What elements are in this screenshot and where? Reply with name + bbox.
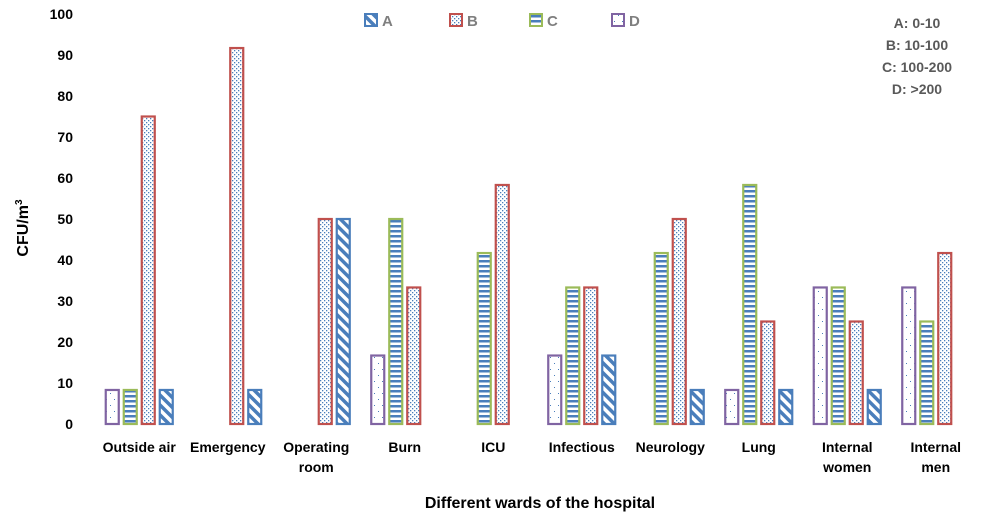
x-axis-title: Different wards of the hospital [425, 495, 655, 512]
bar-C-1 [122, 388, 138, 426]
category-label: Burn [388, 439, 421, 455]
legend-label-C: C [547, 13, 558, 30]
legend-swatch-A [364, 13, 378, 27]
y-tick-label: 10 [57, 375, 73, 391]
y-tick-label: 40 [57, 252, 73, 268]
bar-D-4 [370, 354, 386, 426]
bar-B-6 [583, 286, 599, 426]
range-legend: A: 0-10 B: 10-100 C: 100-200 D: >200 [882, 15, 952, 97]
legend-swatch-D [611, 13, 625, 27]
range-legend-item: A: 0-10 [894, 15, 941, 31]
range-legend-item: C: 100-200 [882, 59, 952, 75]
bar-B-5 [494, 183, 510, 426]
bar-D-9 [812, 286, 828, 426]
bar-A-6 [601, 354, 617, 426]
y-axis-title: CFU/m3 [14, 199, 32, 257]
x-axis-category-labels: Outside air Emergency Operating room Burn ICU… [103, 439, 961, 475]
bar-C-7 [653, 251, 669, 426]
category-label: Infectious [549, 439, 615, 455]
legend-label-B: B [467, 13, 478, 30]
bar-D-8 [724, 388, 740, 426]
y-tick-label: 30 [57, 293, 73, 309]
bar-B-8 [760, 320, 776, 426]
bar-C-5 [476, 251, 492, 426]
bar-A-7 [689, 388, 705, 426]
y-tick-label: 100 [50, 6, 74, 22]
category-label: men [921, 459, 950, 475]
bar-B-2 [229, 46, 245, 426]
bar-C-4 [388, 217, 404, 426]
bar-C-10 [919, 320, 935, 426]
bars-layer [104, 46, 953, 426]
bar-B-10 [937, 251, 953, 426]
legend-label-A: A [382, 13, 393, 30]
category-label: ICU [481, 439, 505, 455]
bar-A-1 [158, 388, 174, 426]
bar-C-9 [830, 286, 846, 426]
legend-swatch-C [529, 13, 543, 27]
category-label: Emergency [190, 439, 266, 455]
bar-D-10 [901, 286, 917, 426]
y-axis-ticks: 0 10 20 30 40 50 60 70 80 90 100 [50, 6, 74, 432]
category-label: women [822, 459, 871, 475]
category-label: Neurology [636, 439, 705, 455]
category-label: room [299, 459, 334, 475]
bar-B-3 [317, 217, 333, 426]
bar-D-6 [547, 354, 563, 426]
y-tick-label: 90 [57, 47, 73, 63]
bar-D-1 [104, 388, 120, 426]
bar-A-8 [778, 388, 794, 426]
y-tick-label: 20 [57, 334, 73, 350]
legend: A B C D [364, 13, 640, 30]
bar-C-6 [565, 286, 581, 426]
legend-label-D: D [629, 13, 640, 30]
legend-swatch-B [449, 13, 463, 27]
bar-A-9 [866, 388, 882, 426]
category-label: Internal [910, 439, 961, 455]
bar-B-9 [848, 320, 864, 426]
range-legend-item: D: >200 [892, 81, 942, 97]
range-legend-item: B: 10-100 [886, 37, 948, 53]
bar-B-1 [140, 115, 156, 426]
y-tick-label: 50 [57, 211, 73, 227]
y-tick-label: 60 [57, 170, 73, 186]
y-tick-label: 80 [57, 88, 73, 104]
category-label: Lung [742, 439, 776, 455]
category-label: Operating [283, 439, 349, 455]
category-label: Outside air [103, 439, 177, 455]
bar-A-2 [247, 388, 263, 426]
bar-C-8 [742, 183, 758, 426]
y-tick-label: 70 [57, 129, 73, 145]
bar-A-3 [335, 217, 351, 426]
category-label: Internal [822, 439, 873, 455]
y-tick-label: 0 [65, 416, 73, 432]
bar-B-7 [671, 217, 687, 426]
bar-B-4 [406, 286, 422, 426]
